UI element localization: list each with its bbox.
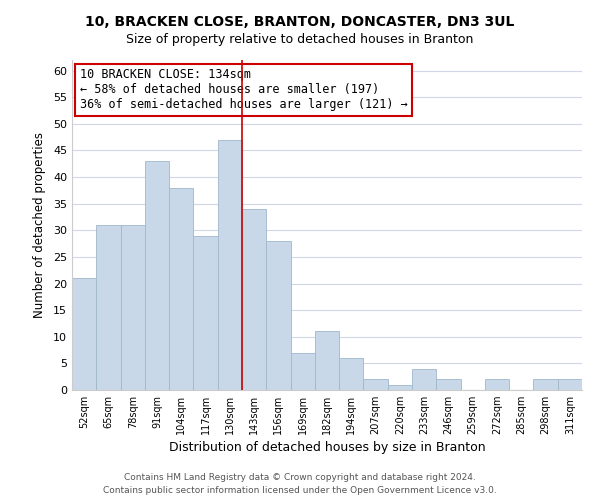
Bar (290, 352, 315, 390)
Bar (485, 380, 509, 390)
Text: Contains HM Land Registry data © Crown copyright and database right 2024.
Contai: Contains HM Land Registry data © Crown c… (103, 473, 497, 495)
Bar (169, 188, 193, 390)
Bar (121, 225, 145, 390)
Bar (242, 209, 266, 390)
Bar (266, 241, 290, 390)
Text: Size of property relative to detached houses in Branton: Size of property relative to detached ho… (127, 32, 473, 46)
Bar (388, 384, 412, 390)
Text: 10, BRACKEN CLOSE, BRANTON, DONCASTER, DN3 3UL: 10, BRACKEN CLOSE, BRANTON, DONCASTER, D… (85, 15, 515, 29)
Bar (412, 368, 436, 390)
Bar (72, 278, 96, 390)
Bar (364, 380, 388, 390)
Bar (193, 236, 218, 390)
Bar (436, 380, 461, 390)
Bar (145, 161, 169, 390)
Bar (339, 358, 364, 390)
Text: 10 BRACKEN CLOSE: 134sqm
← 58% of detached houses are smaller (197)
36% of semi-: 10 BRACKEN CLOSE: 134sqm ← 58% of detach… (80, 68, 407, 112)
X-axis label: Distribution of detached houses by size in Branton: Distribution of detached houses by size … (169, 442, 485, 454)
Y-axis label: Number of detached properties: Number of detached properties (33, 132, 46, 318)
Bar (96, 225, 121, 390)
Bar (558, 380, 582, 390)
Bar (218, 140, 242, 390)
Bar (533, 380, 558, 390)
Bar (315, 332, 339, 390)
